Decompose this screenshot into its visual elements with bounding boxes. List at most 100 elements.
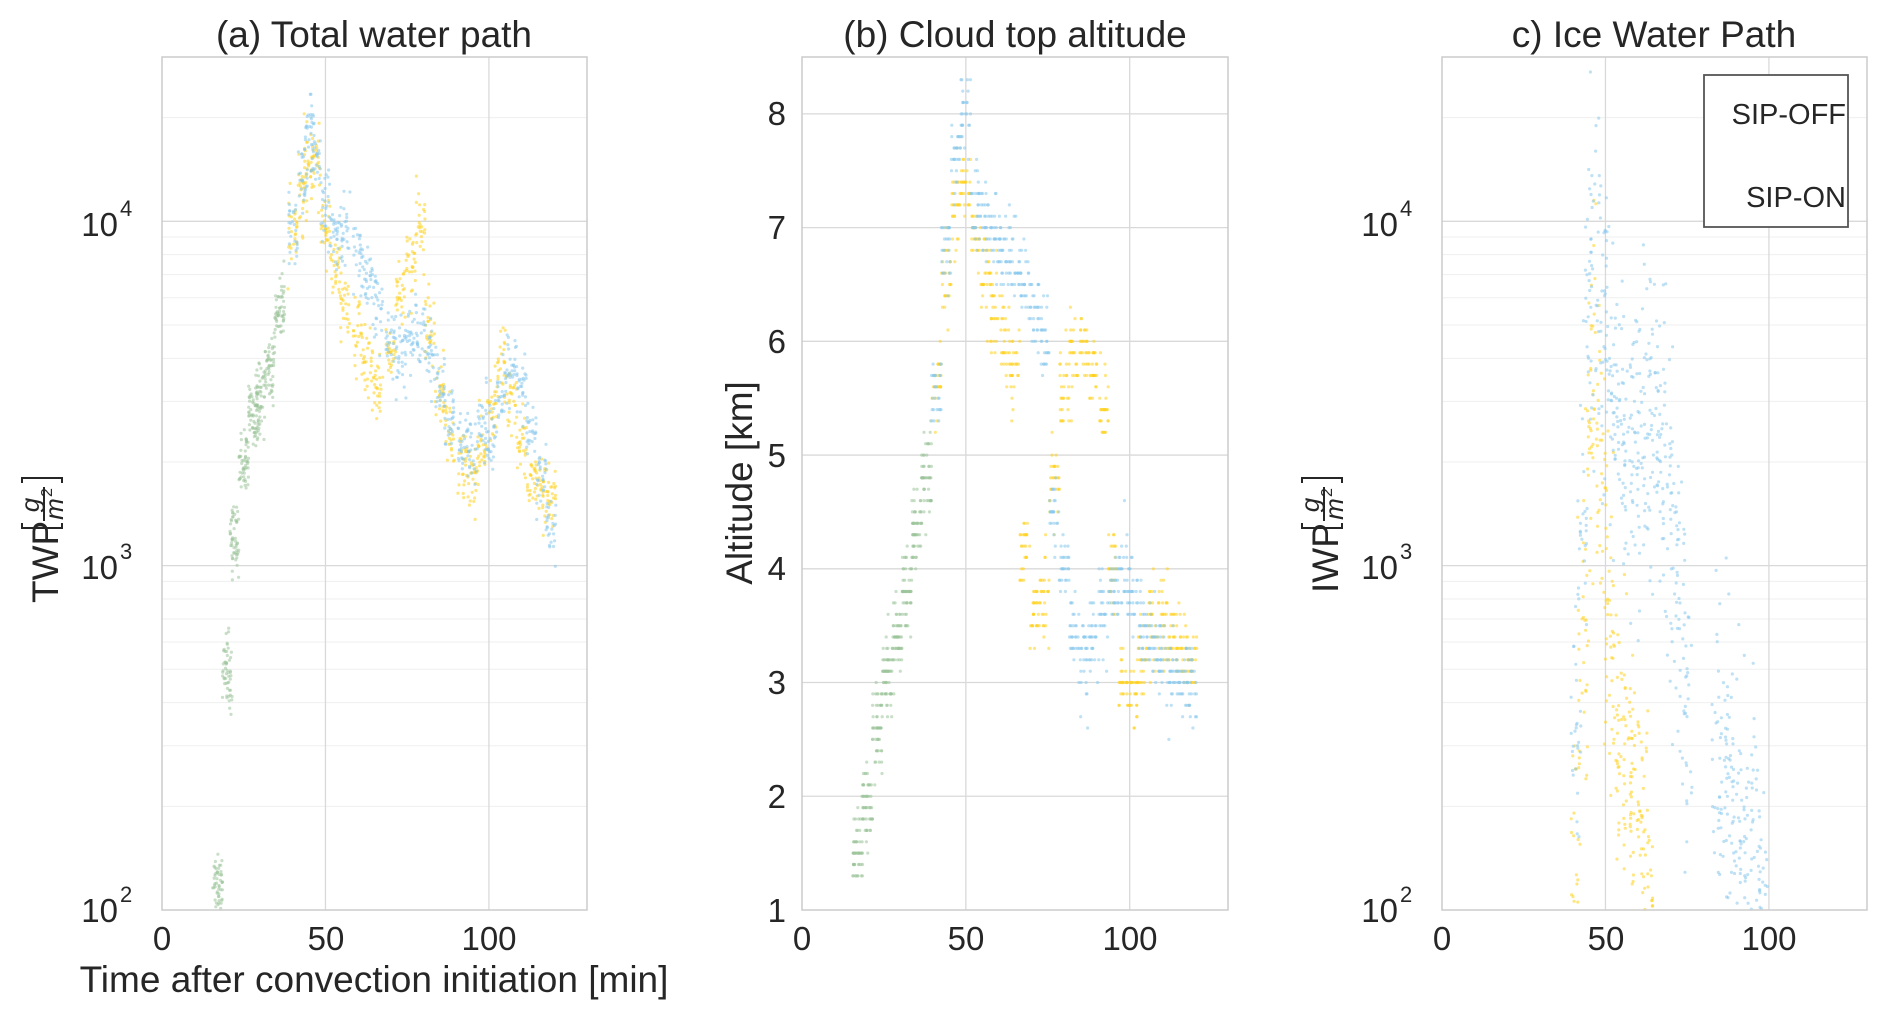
- scatter-point-sip-off: [998, 294, 1002, 298]
- scatter-point-sip-on: [365, 301, 369, 305]
- scatter-point-sip-off: [367, 341, 371, 345]
- scatter-point-sip-off: [262, 437, 266, 442]
- scatter-point-sip-off: [523, 416, 527, 420]
- scatter-point-sip-on: [979, 191, 984, 196]
- scatter-point-sip-off: [1619, 755, 1623, 759]
- scatter-point-sip-on: [493, 435, 498, 439]
- scatter-point-sip-on: [1169, 703, 1173, 707]
- scatter-point-sip-on: [935, 408, 939, 412]
- scatter-point-sip-off: [262, 395, 266, 399]
- scatter-point-sip-off: [1592, 243, 1596, 248]
- scatter-point-sip-off: [248, 428, 252, 432]
- scatter-point-sip-on: [449, 441, 453, 446]
- scatter-point-sip-on: [526, 401, 530, 405]
- scatter-point-sip-on: [1744, 837, 1748, 841]
- scatter-point-sip-on: [1597, 193, 1602, 197]
- scatter-point-sip-on: [1738, 839, 1743, 843]
- panel-a-ylabel: TWP g m 2: [15, 477, 69, 603]
- scatter-point-sip-on: [1589, 237, 1593, 241]
- scatter-point-sip-on: [234, 553, 238, 557]
- panel-c-frame: [1441, 56, 1868, 911]
- scatter-point-sip-on: [466, 454, 470, 458]
- scatter-point-sip-on: [257, 361, 261, 365]
- scatter-point-sip-on: [1602, 231, 1606, 235]
- scatter-point-sip-on: [277, 324, 281, 328]
- scatter-point-sip-off: [954, 248, 958, 252]
- scatter-point-sip-off: [969, 157, 973, 161]
- scatter-point-sip-on: [938, 373, 942, 378]
- scatter-point-sip-off: [1628, 700, 1632, 704]
- scatter-point-sip-off: [989, 317, 993, 321]
- scatter-point-sip-on: [488, 403, 492, 407]
- scatter-point-sip-off: [946, 328, 950, 332]
- scatter-point-sip-off: [1040, 578, 1045, 582]
- scatter-point-sip-off: [505, 392, 509, 396]
- panel-c-ytick-1-base: 10: [1361, 549, 1398, 586]
- scatter-point-sip-off: [289, 215, 293, 219]
- scatter-point-sip-on: [1101, 601, 1105, 605]
- scatter-point-sip-off: [1011, 408, 1015, 412]
- scatter-point-sip-on: [458, 412, 462, 416]
- scatter-point-sip-on: [1584, 529, 1588, 533]
- scatter-point-sip-on: [254, 444, 258, 448]
- scatter-point-sip-on: [326, 250, 330, 254]
- scatter-point-sip-off: [1611, 704, 1615, 709]
- scatter-point-sip-on: [273, 294, 278, 298]
- scatter-point-sip-off: [450, 454, 454, 458]
- scatter-point-sip-on: [1585, 273, 1589, 277]
- scatter-point-sip-on: [309, 169, 313, 173]
- scatter-point-sip-on: [450, 428, 454, 432]
- scatter-point-sip-on: [961, 89, 965, 93]
- scatter-point-sip-on: [1746, 873, 1750, 877]
- scatter-point-sip-on: [442, 387, 446, 391]
- scatter-point-sip-on: [1629, 621, 1633, 626]
- scatter-point-sip-on: [879, 726, 883, 730]
- scatter-point-sip-on: [1750, 808, 1754, 813]
- scatter-point-sip-off: [1571, 895, 1575, 899]
- scatter-point-sip-off: [271, 352, 275, 356]
- scatter-point-sip-on: [492, 444, 496, 449]
- scatter-point-sip-on: [258, 422, 262, 426]
- scatter-point-sip-on: [309, 112, 313, 117]
- scatter-point-sip-on: [1722, 839, 1726, 844]
- scatter-point-sip-on: [1600, 424, 1604, 428]
- scatter-point-sip-off: [365, 336, 369, 340]
- scatter-point-sip-on: [1161, 658, 1165, 662]
- scatter-point-sip-off: [1018, 339, 1022, 343]
- scatter-point-sip-on: [1599, 329, 1603, 333]
- scatter-point-sip-on: [976, 191, 980, 196]
- scatter-point-sip-off: [490, 395, 494, 399]
- scatter-point-sip-on: [976, 180, 980, 184]
- scatter-point-sip-off: [375, 417, 379, 421]
- scatter-point-sip-on: [981, 226, 985, 230]
- scatter-point-sip-on: [1610, 399, 1614, 403]
- scatter-point-sip-off: [1612, 737, 1616, 741]
- scatter-point-sip-on: [1638, 327, 1642, 331]
- scatter-point-sip-on: [429, 348, 433, 353]
- scatter-point-sip-on: [1724, 765, 1728, 769]
- scatter-point-sip-off: [395, 295, 399, 299]
- scatter-point-sip-on: [966, 89, 970, 93]
- scatter-point-sip-on: [1066, 544, 1070, 548]
- scatter-point-sip-on: [1624, 449, 1628, 453]
- scatter-point-sip-on: [1603, 292, 1607, 296]
- scatter-point-sip-on: [897, 624, 901, 628]
- scatter-point-sip-on: [1586, 315, 1590, 319]
- scatter-point-sip-on: [549, 540, 553, 544]
- scatter-point-sip-on: [462, 457, 466, 461]
- scatter-point-sip-on: [1723, 806, 1727, 810]
- scatter-point-sip-off: [1646, 885, 1650, 889]
- scatter-point-sip-off: [294, 225, 299, 229]
- scatter-point-sip-off: [1609, 793, 1613, 798]
- scatter-point-sip-on: [1643, 436, 1647, 440]
- scatter-point-sip-on: [397, 371, 401, 375]
- scatter-point-sip-on: [429, 399, 434, 404]
- scatter-point-sip-on: [317, 149, 321, 153]
- scatter-point-sip-off: [294, 232, 298, 236]
- scatter-point-sip-on: [1606, 389, 1611, 393]
- scatter-point-sip-on: [1088, 669, 1092, 673]
- scatter-point-sip-off: [1587, 301, 1591, 305]
- scatter-point-sip-on: [492, 407, 496, 411]
- scatter-point-sip-on: [1185, 680, 1190, 685]
- scatter-point-sip-off: [344, 317, 348, 321]
